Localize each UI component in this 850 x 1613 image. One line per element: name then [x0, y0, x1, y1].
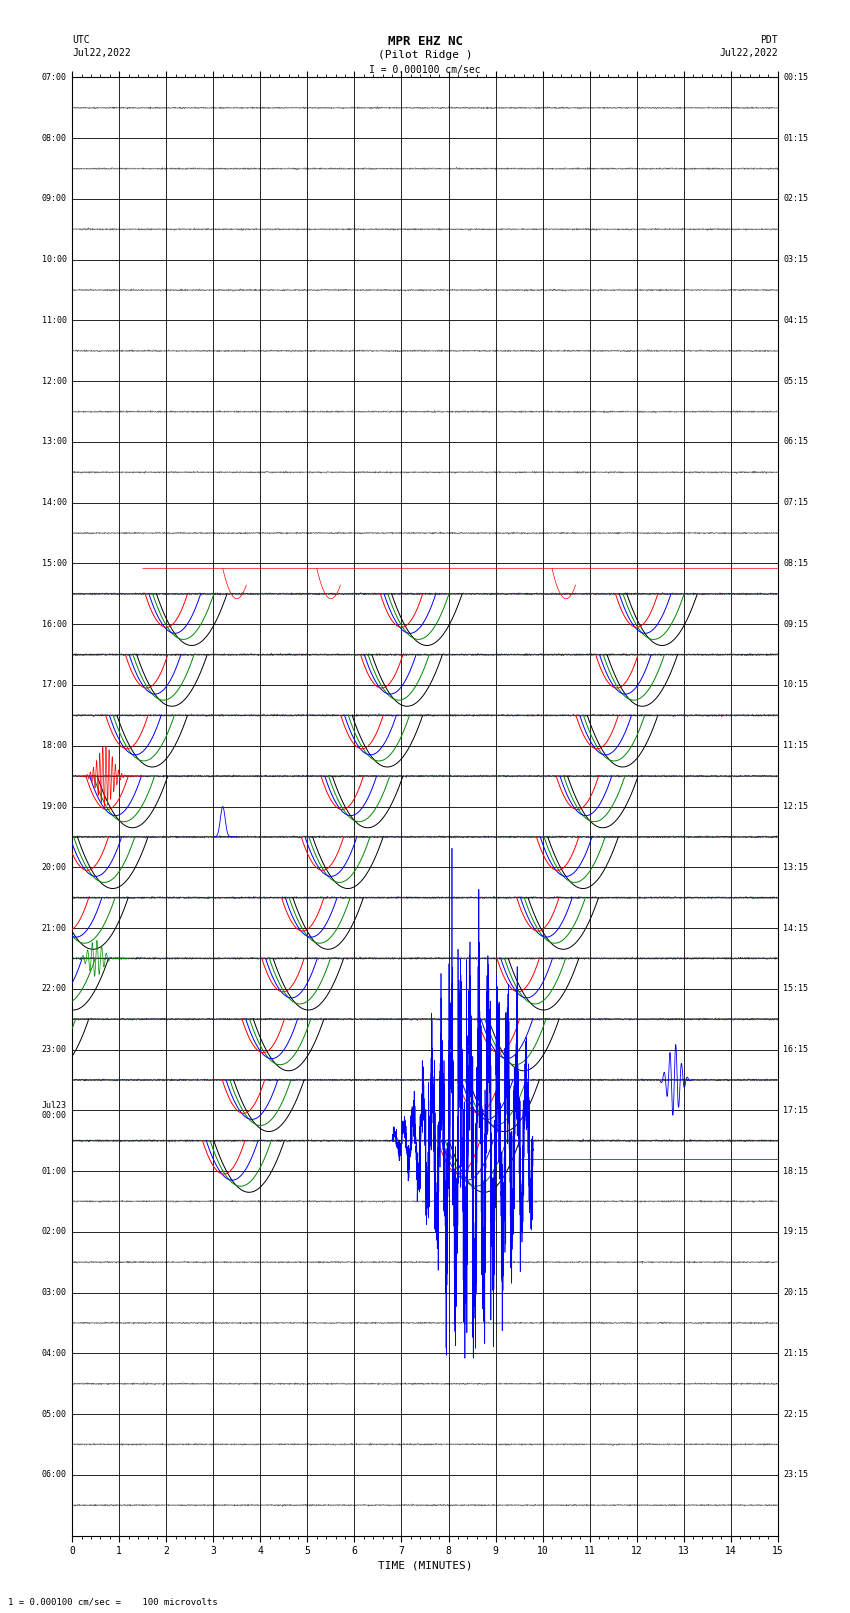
- Text: 08:00: 08:00: [42, 134, 66, 142]
- Text: Jul22,2022: Jul22,2022: [719, 48, 778, 58]
- Text: Jul23
00:00: Jul23 00:00: [42, 1102, 66, 1119]
- Text: (Pilot Ridge ): (Pilot Ridge ): [377, 50, 473, 60]
- Text: 13:15: 13:15: [784, 863, 808, 871]
- Text: 15:00: 15:00: [42, 560, 66, 568]
- Text: 08:15: 08:15: [784, 560, 808, 568]
- Text: PDT: PDT: [760, 35, 778, 45]
- Text: 01:15: 01:15: [784, 134, 808, 142]
- Text: 20:00: 20:00: [42, 863, 66, 871]
- Text: 07:00: 07:00: [42, 73, 66, 82]
- Text: I = 0.000100 cm/sec: I = 0.000100 cm/sec: [369, 65, 481, 74]
- Text: 20:15: 20:15: [784, 1289, 808, 1297]
- Text: 09:15: 09:15: [784, 619, 808, 629]
- Text: 23:00: 23:00: [42, 1045, 66, 1053]
- Text: MPR EHZ NC: MPR EHZ NC: [388, 35, 462, 48]
- Text: 15:15: 15:15: [784, 984, 808, 994]
- Text: 03:00: 03:00: [42, 1289, 66, 1297]
- Text: 17:00: 17:00: [42, 681, 66, 689]
- Text: 11:00: 11:00: [42, 316, 66, 324]
- Text: 16:15: 16:15: [784, 1045, 808, 1053]
- Text: 05:15: 05:15: [784, 377, 808, 386]
- Text: 00:15: 00:15: [784, 73, 808, 82]
- Text: 13:00: 13:00: [42, 437, 66, 447]
- Text: UTC: UTC: [72, 35, 90, 45]
- Text: 21:00: 21:00: [42, 924, 66, 932]
- Text: 07:15: 07:15: [784, 498, 808, 506]
- Text: 21:15: 21:15: [784, 1348, 808, 1358]
- Text: 03:15: 03:15: [784, 255, 808, 265]
- Text: 09:00: 09:00: [42, 195, 66, 203]
- Text: 02:00: 02:00: [42, 1227, 66, 1236]
- Text: 22:00: 22:00: [42, 984, 66, 994]
- Text: 06:15: 06:15: [784, 437, 808, 447]
- Text: 19:15: 19:15: [784, 1227, 808, 1236]
- Text: 12:00: 12:00: [42, 377, 66, 386]
- Text: 01:00: 01:00: [42, 1166, 66, 1176]
- Text: 10:00: 10:00: [42, 255, 66, 265]
- Text: 04:00: 04:00: [42, 1348, 66, 1358]
- Text: 05:00: 05:00: [42, 1410, 66, 1418]
- Text: 02:15: 02:15: [784, 195, 808, 203]
- Text: 18:15: 18:15: [784, 1166, 808, 1176]
- Text: 14:00: 14:00: [42, 498, 66, 506]
- Text: 17:15: 17:15: [784, 1107, 808, 1115]
- Text: 04:15: 04:15: [784, 316, 808, 324]
- Text: 14:15: 14:15: [784, 924, 808, 932]
- Text: 22:15: 22:15: [784, 1410, 808, 1418]
- Text: 10:15: 10:15: [784, 681, 808, 689]
- Text: 19:00: 19:00: [42, 802, 66, 811]
- Text: 11:15: 11:15: [784, 742, 808, 750]
- Text: 18:00: 18:00: [42, 742, 66, 750]
- Text: 1 = 0.000100 cm/sec =    100 microvolts: 1 = 0.000100 cm/sec = 100 microvolts: [8, 1597, 218, 1607]
- Text: 23:15: 23:15: [784, 1471, 808, 1479]
- Text: 12:15: 12:15: [784, 802, 808, 811]
- Text: 06:00: 06:00: [42, 1471, 66, 1479]
- Text: Jul22,2022: Jul22,2022: [72, 48, 131, 58]
- Text: 16:00: 16:00: [42, 619, 66, 629]
- X-axis label: TIME (MINUTES): TIME (MINUTES): [377, 1560, 473, 1569]
